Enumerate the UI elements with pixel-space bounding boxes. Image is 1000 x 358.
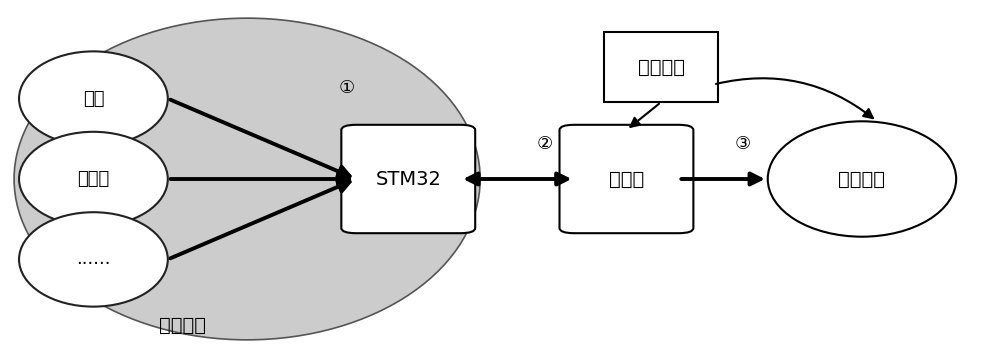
Text: ②: ② bbox=[537, 135, 553, 153]
Text: ......: ...... bbox=[76, 251, 111, 268]
Text: 电池供电: 电池供电 bbox=[638, 58, 685, 77]
Ellipse shape bbox=[19, 132, 168, 226]
Ellipse shape bbox=[19, 51, 168, 146]
Text: 电机: 电机 bbox=[83, 90, 104, 107]
FancyBboxPatch shape bbox=[341, 125, 475, 233]
Text: 移动平台: 移动平台 bbox=[159, 316, 206, 335]
Ellipse shape bbox=[14, 18, 480, 340]
Ellipse shape bbox=[768, 121, 956, 237]
FancyBboxPatch shape bbox=[560, 125, 693, 233]
Text: ①: ① bbox=[338, 79, 354, 97]
FancyBboxPatch shape bbox=[604, 32, 718, 102]
Text: ③: ③ bbox=[735, 135, 751, 153]
Text: 编码器: 编码器 bbox=[77, 170, 110, 188]
Text: STM32: STM32 bbox=[375, 169, 441, 189]
Text: 激光雷达: 激光雷达 bbox=[838, 169, 885, 189]
Ellipse shape bbox=[19, 212, 168, 307]
Text: 工控机: 工控机 bbox=[609, 169, 644, 189]
